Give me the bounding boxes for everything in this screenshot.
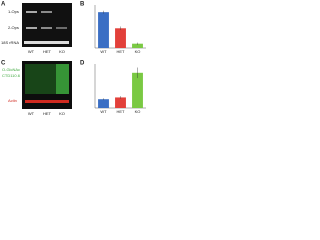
x-tick-label: KO [135,49,141,54]
x-tick-label: WT [100,109,107,114]
row-label: 18S rRNA [1,40,19,45]
page: A 1-Ops 2-Ops 18S rRNA WT HET KO B WT HET… [0,0,320,118]
x-tick-label: KO [135,109,141,114]
bar-chart: WT HET KO [94,5,146,54]
lane-label: KO [59,49,65,54]
bar [98,99,109,108]
lane-label: WT [28,49,35,54]
panel-letter: C [1,61,6,67]
bar [115,28,126,48]
x-tick-label: WT [100,49,107,54]
panel-letter: D [80,61,85,67]
gel-bands [24,11,69,44]
row-label: O-GlcNAc [2,67,20,72]
row-label: 2-Ops [8,25,19,30]
bar-chart: WT HET KO [94,64,146,114]
lane-label: HET [43,49,52,54]
lane-label: KO [59,111,65,116]
panel-letter: B [80,2,85,8]
bar [132,43,143,48]
x-tick-label: HET [117,49,126,54]
blot-bands [25,64,69,103]
lane-label: HET [43,111,52,116]
panel-letter: A [1,2,6,8]
x-tick-label: HET [117,109,126,114]
bar [115,97,126,108]
bar [132,72,143,108]
bar [98,12,109,48]
row-label: CTD110.6 [2,73,21,78]
row-label: 1-Ops [8,9,19,14]
lane-label: WT [28,111,35,116]
gel [22,3,72,47]
row-label: Actin [8,98,17,103]
figure: A 1-Ops 2-Ops 18S rRNA WT HET KO B WT HET… [1,2,146,116]
